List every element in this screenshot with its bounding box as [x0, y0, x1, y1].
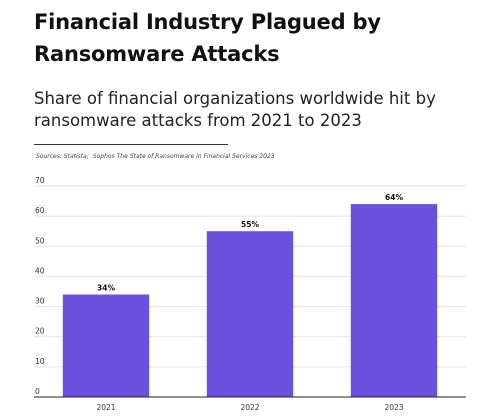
- data-label: 34%: [97, 284, 115, 293]
- chart-title: Financial Industry Plagued by Ransomware…: [34, 10, 381, 66]
- y-tick-label: 20: [35, 327, 45, 336]
- x-tick-label: 2021: [96, 403, 115, 412]
- y-tick-label: 70: [35, 176, 45, 185]
- x-tick-label: 2023: [384, 403, 403, 412]
- bar-chart: 0 10 20 30 40 50 60 70 34% 2021 55% 2022 64% 2023: [34, 176, 466, 412]
- source-note: Sources: Statista; Sophos The State of Ra…: [36, 153, 275, 160]
- bar: [350, 204, 438, 397]
- source-label: Sources: Statista;: [36, 153, 89, 160]
- bar: [62, 294, 150, 397]
- bar: [206, 231, 294, 397]
- y-tick-label: 40: [35, 266, 45, 275]
- y-tick-label: 0: [35, 387, 40, 396]
- y-tick-label: 50: [35, 236, 45, 245]
- data-label: 64%: [385, 193, 403, 202]
- y-tick-label: 30: [35, 297, 45, 306]
- y-tick-label: 10: [35, 357, 45, 366]
- x-tick-label: 2022: [240, 403, 259, 412]
- data-label: 55%: [241, 220, 259, 229]
- chart-subtitle: Share of financial organizations worldwi…: [34, 89, 436, 130]
- source-text: Sophos The State of Ransomware in Financ…: [92, 153, 275, 160]
- y-tick-label: 60: [35, 206, 45, 215]
- divider-line: [34, 144, 228, 145]
